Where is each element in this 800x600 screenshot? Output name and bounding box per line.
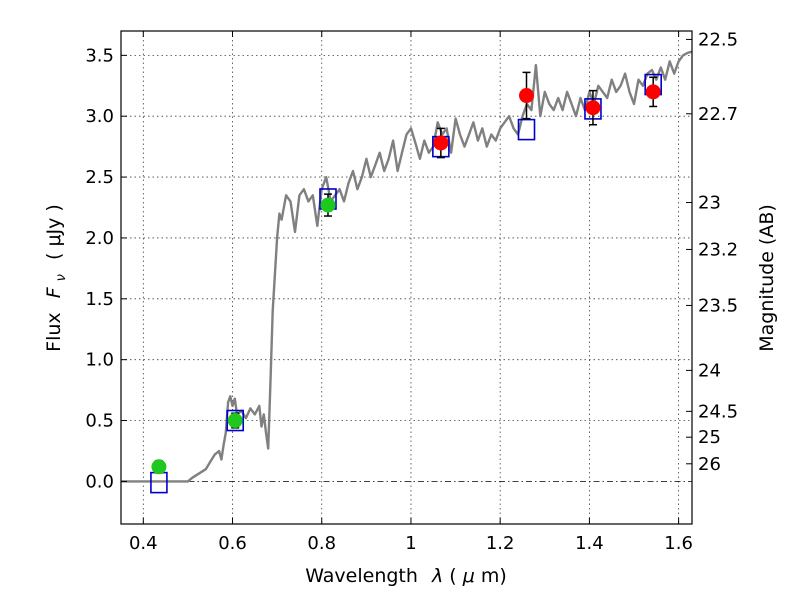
tick-layer: 0.4 0.6 0.8 1 1.2 1.4 1.6 0.0 0.5 1.0 1.5 2.0 2.5 3.0… [85, 29, 738, 554]
x-tick-label: 1.4 [575, 533, 604, 554]
x-tick-label: 0.6 [218, 533, 247, 554]
x-tick-label: 0.8 [307, 533, 336, 554]
y-axis-label: Flux F ν ( μJy ) [43, 204, 70, 352]
x-axis-label-symbol: λ [431, 565, 443, 587]
plot-frame [120, 30, 693, 525]
x-axis-label: Wavelength λ ( μ m) [305, 565, 507, 587]
magnitude-axis-label: Magnitude (AB) [756, 204, 778, 352]
x-tick-label: 1.6 [664, 533, 693, 554]
plot-layer [121, 50, 692, 494]
y-axis-label-subscript: ν [54, 274, 69, 281]
x-axis-label-unit-open: ( [449, 565, 456, 587]
magnitude-tick-label: 23.2 [698, 239, 738, 260]
y-tick-label: 1.5 [85, 289, 114, 310]
magnitude-tick-label: 26 [698, 454, 721, 475]
y-axis-label-unit: ( μJy ) [43, 204, 65, 260]
observed-flux-point [585, 100, 601, 116]
magnitude-tick-label: 24 [698, 360, 721, 381]
observed-flux-point [151, 459, 167, 475]
magnitude-tick-label: 22.5 [698, 29, 738, 50]
model-flux-square [226, 409, 244, 432]
magnitude-tick-label: 23.5 [698, 295, 738, 316]
x-tick-label: 1 [405, 533, 416, 554]
x-tick-label: 1.2 [486, 533, 515, 554]
observed-flux-point [645, 84, 661, 100]
y-tick-label: 1.0 [85, 350, 114, 371]
x-axis-label-unit-mu: μ [462, 565, 475, 587]
magnitude-tick-label: 25 [698, 427, 721, 448]
y-tick-label: 2.5 [85, 167, 114, 188]
observed-flux-point [227, 413, 243, 429]
magnitude-tick-label: 22.7 [698, 104, 738, 125]
y-axis-label-symbol: F [43, 286, 65, 298]
plot-clipped-group [121, 50, 692, 494]
y-tick-label: 2.0 [85, 228, 114, 249]
model-flux-square [517, 118, 536, 141]
x-axis-label-text: Wavelength [305, 565, 418, 587]
y-tick-label: 3.5 [85, 45, 114, 66]
x-tick-label: 0.4 [129, 533, 158, 554]
observed-flux-point [518, 88, 534, 104]
x-axis-label-unit-rest: m) [481, 565, 507, 587]
magnitude-tick-label: 23 [698, 193, 721, 214]
y-axis-label-text: Flux [43, 312, 65, 352]
y-tick-label: 0.5 [85, 411, 114, 432]
y-tick-label: 0.0 [85, 471, 114, 492]
magnitude-tick-label: 24.5 [698, 401, 738, 422]
y-tick-label: 3.0 [85, 106, 114, 127]
spectrum-line [121, 50, 692, 483]
observed-flux-point [320, 197, 336, 213]
observed-flux-point [433, 135, 449, 151]
grid-layer [121, 31, 692, 524]
